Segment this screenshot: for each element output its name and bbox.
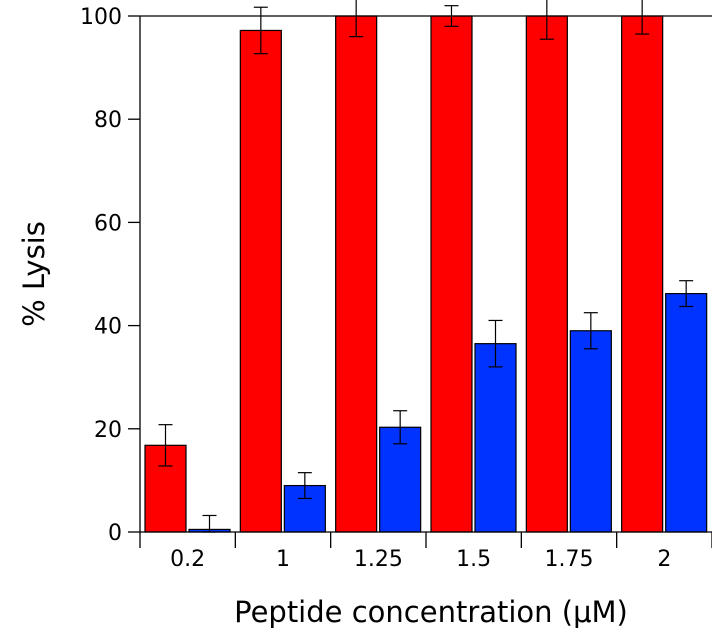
x-tick-label-1: 1 — [276, 547, 290, 572]
y-tick-label-100: 100 — [80, 5, 122, 30]
y-tick-label-40: 40 — [94, 315, 122, 340]
bar-series-2-1.25 — [379, 426, 422, 533]
y-tick-label-60: 60 — [94, 211, 122, 236]
bar-series-2-2 — [665, 293, 708, 533]
x-tick-label-2: 2 — [657, 547, 671, 572]
y-tick-label-80: 80 — [94, 108, 122, 133]
x-tick-label-1.25: 1.25 — [354, 547, 403, 572]
bar-series-2-1.5 — [474, 343, 517, 533]
error-bar-series-2-1.25 — [393, 410, 408, 445]
x-axis-title: Peptide concentration (μM) — [234, 595, 628, 629]
y-axis-title: % Lysis — [17, 221, 51, 327]
error-bar-series-2-1.75 — [583, 312, 598, 350]
error-bar-series-1-1 — [253, 6, 268, 55]
bar-series-1-1.25 — [335, 15, 378, 533]
bar-series-2-1.75 — [569, 330, 612, 533]
error-bar-series-1-0.2 — [158, 424, 173, 467]
error-bar-series-2-1.5 — [488, 319, 503, 368]
x-tick-label-1.75: 1.75 — [545, 547, 594, 572]
x-tick-label-1.5: 1.5 — [456, 547, 491, 572]
ticks-layer: 0 20 40 60 80 100 0.2 1 1.25 1.5 1.75 2 — [80, 5, 712, 572]
x-tick-label-0.2: 0.2 — [170, 547, 205, 572]
bar-series-1-1 — [239, 29, 282, 533]
y-tick-label-0: 0 — [108, 521, 122, 546]
error-bar-series-2-2 — [679, 280, 694, 308]
bar-series-1-1.75 — [525, 15, 568, 533]
error-bars-layer — [158, 0, 694, 533]
error-bar-series-2-1 — [297, 472, 312, 500]
bars-layer — [144, 15, 708, 533]
bar-series-1-1.5 — [430, 15, 473, 533]
y-tick-label-20: 20 — [94, 418, 122, 443]
bar-series-1-2 — [621, 15, 664, 533]
